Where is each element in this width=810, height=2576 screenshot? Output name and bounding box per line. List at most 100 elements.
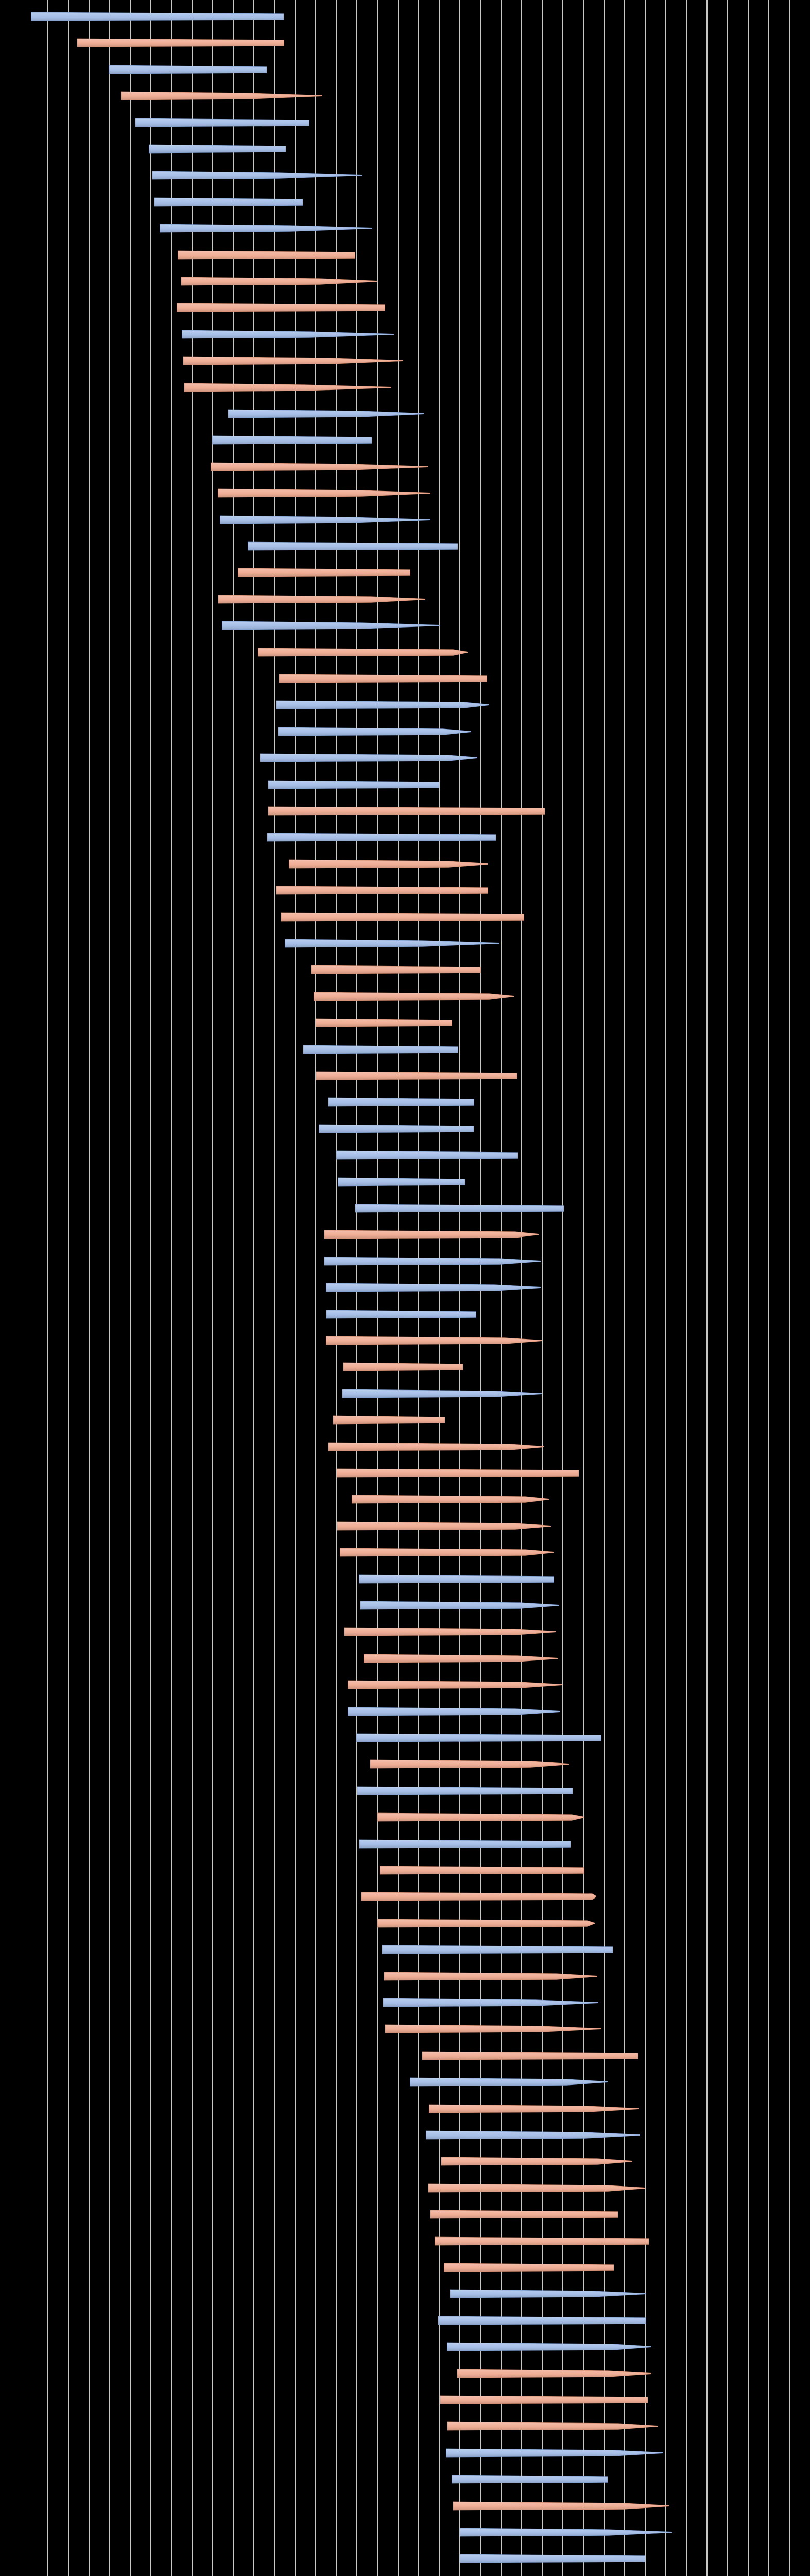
gantt-bar[interactable] (228, 405, 424, 422)
gantt-bar[interactable] (343, 1358, 463, 1376)
gantt-bar[interactable] (311, 961, 481, 978)
gantt-bar[interactable] (258, 643, 468, 661)
gantt-bar[interactable] (447, 2338, 651, 2355)
gantt-bar[interactable] (31, 8, 284, 25)
gantt-bar[interactable] (152, 166, 362, 184)
gantt-bar[interactable] (183, 352, 403, 369)
gantt-bar[interactable] (342, 1385, 542, 1402)
gantt-bar[interactable] (279, 670, 487, 687)
gantt-bar[interactable] (285, 935, 499, 952)
gantt-bar[interactable] (326, 1306, 476, 1323)
gantt-bar[interactable] (383, 1994, 598, 2011)
gantt-bar[interactable] (364, 1650, 558, 1667)
gantt-bar[interactable] (268, 776, 439, 793)
gantt-bar[interactable] (267, 828, 496, 846)
gantt-bar[interactable] (438, 2312, 646, 2329)
gantt-bar[interactable] (447, 2417, 658, 2435)
gantt-bar[interactable] (268, 802, 545, 820)
gantt-bar[interactable] (460, 2523, 672, 2541)
gantt-bar[interactable] (212, 431, 372, 449)
gantt-bar[interactable] (450, 2285, 646, 2302)
gantt-bar[interactable] (154, 193, 303, 211)
gantt-bar[interactable] (453, 2497, 669, 2515)
gantt-bar[interactable] (340, 1544, 554, 1561)
gantt-bar[interactable] (435, 2232, 649, 2250)
gantt-bar[interactable] (457, 2365, 651, 2382)
gantt-bar[interactable] (430, 2206, 618, 2223)
gantt-bar[interactable] (328, 1093, 474, 1111)
gantt-bar[interactable] (328, 1438, 544, 1455)
gantt-bar[interactable] (410, 2073, 608, 2091)
gantt-bar[interactable] (355, 1199, 564, 1217)
gantt-bar[interactable] (337, 1464, 579, 1482)
gantt-bar[interactable] (377, 1808, 584, 1826)
gantt-bar[interactable] (338, 1173, 465, 1191)
gantt-bar[interactable] (276, 696, 489, 714)
gantt-bar[interactable] (333, 1411, 445, 1429)
gantt-bar[interactable] (289, 855, 488, 873)
gantt-bar[interactable] (316, 1067, 517, 1084)
gantt-bar[interactable] (380, 1861, 584, 1879)
gantt-bar[interactable] (357, 1782, 573, 1800)
gantt-bar[interactable] (344, 1623, 556, 1640)
gantt-bar[interactable] (316, 1014, 452, 1031)
gantt-bar[interactable] (440, 2391, 648, 2409)
gantt-bar[interactable] (314, 988, 514, 1005)
gantt-bar[interactable] (452, 2470, 608, 2488)
gantt-bar[interactable] (382, 1941, 613, 1958)
gantt-bar[interactable] (182, 326, 394, 343)
gantt-bar[interactable] (444, 2259, 614, 2276)
gantt-bar[interactable] (222, 617, 440, 634)
gantt-bar[interactable] (135, 114, 309, 131)
gantt-bar[interactable] (218, 484, 430, 502)
gantt-bar[interactable] (218, 590, 425, 608)
gantt-bar[interactable] (359, 1570, 554, 1588)
gantt-bar[interactable] (441, 2153, 632, 2170)
gantt-bar[interactable] (178, 246, 355, 264)
gantt-bar[interactable] (248, 537, 458, 555)
gantt-bar[interactable] (303, 1041, 458, 1058)
gantt-bar[interactable] (384, 1968, 597, 1985)
gantt-bar[interactable] (324, 1252, 541, 1270)
gantt-bar[interactable] (446, 2444, 663, 2462)
gantt-bar[interactable] (109, 61, 267, 78)
gantt-bar[interactable] (184, 379, 391, 396)
gantt-bar[interactable] (77, 34, 284, 52)
gantt-bar[interactable] (370, 1755, 569, 1773)
gantt-bar[interactable] (348, 1676, 562, 1693)
gantt-bar[interactable] (360, 1597, 559, 1614)
gantt-bar[interactable] (422, 2047, 638, 2064)
gantt-bar[interactable] (336, 1146, 518, 1164)
gantt-bar[interactable] (238, 564, 410, 581)
gantt-bar[interactable] (359, 1835, 571, 1853)
gantt-bar[interactable] (356, 1729, 601, 1747)
gantt-bar[interactable] (337, 1517, 551, 1535)
gantt-bar[interactable] (348, 1703, 560, 1720)
gantt-bar[interactable] (281, 908, 524, 926)
gantt-bar[interactable] (220, 511, 430, 529)
gantt-bar[interactable] (326, 1279, 541, 1296)
gantt-bar[interactable] (460, 2550, 645, 2567)
gantt-bar-shape (276, 696, 489, 714)
gantt-bar[interactable] (361, 1888, 596, 1905)
gantt-bar[interactable] (319, 1120, 474, 1138)
gantt-bar[interactable] (352, 1490, 549, 1508)
gantt-bar[interactable] (121, 87, 322, 105)
gantt-bar[interactable] (260, 749, 477, 767)
gantt-bar[interactable] (278, 723, 471, 740)
gantt-bar[interactable] (160, 219, 372, 237)
gantt-bar[interactable] (429, 2100, 639, 2117)
gantt-bar[interactable] (326, 1332, 542, 1349)
gantt-bar[interactable] (276, 882, 488, 899)
gantt-bar[interactable] (177, 299, 385, 316)
gantt-bar[interactable] (211, 458, 428, 476)
gantt-bar[interactable] (385, 2020, 601, 2038)
gantt-bar-shape (135, 114, 309, 131)
gantt-bar[interactable] (428, 2179, 645, 2197)
gantt-bar[interactable] (324, 1226, 539, 1243)
gantt-bar[interactable] (426, 2126, 640, 2144)
gantt-bar[interactable] (181, 273, 377, 290)
gantt-bar[interactable] (149, 140, 286, 158)
gantt-bar[interactable] (377, 1914, 595, 1932)
gantt-bar-shape (429, 2100, 639, 2117)
